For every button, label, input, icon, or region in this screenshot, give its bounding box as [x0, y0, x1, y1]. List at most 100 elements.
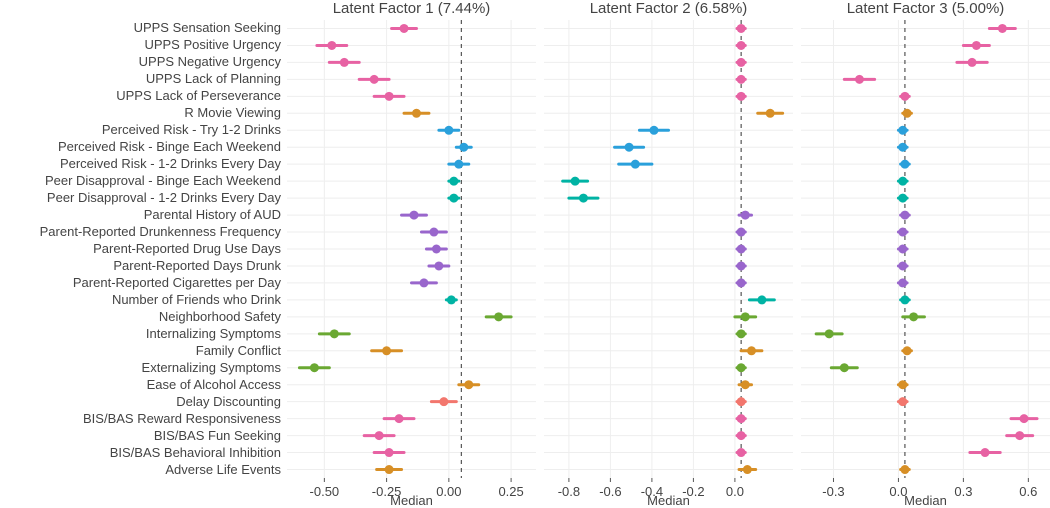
point-marker — [840, 363, 849, 372]
point-marker — [449, 177, 458, 186]
row-label: BIS/BAS Behavioral Inhibition — [0, 445, 281, 460]
point-marker — [855, 75, 864, 84]
row-label: UPPS Lack of Planning — [0, 71, 281, 86]
point-marker — [412, 109, 421, 118]
point-marker — [464, 380, 473, 389]
point-marker — [340, 58, 349, 67]
row-label: BIS/BAS Fun Seeking — [0, 428, 281, 443]
point-marker — [900, 160, 909, 169]
point-marker — [737, 261, 746, 270]
row-label: Family Conflict — [0, 343, 281, 358]
point-marker — [737, 58, 746, 67]
x-tick-label: 0.00 — [436, 484, 461, 499]
point-marker — [571, 177, 580, 186]
point-marker — [737, 92, 746, 101]
point-marker — [825, 329, 834, 338]
x-tick-label: -0.3 — [822, 484, 844, 499]
point-marker — [579, 194, 588, 203]
point-marker — [444, 126, 453, 135]
point-marker — [741, 312, 750, 321]
x-tick-label: -0.50 — [310, 484, 340, 499]
row-label: Neighborhood Safety — [0, 309, 281, 324]
point-marker — [898, 228, 907, 237]
point-marker — [330, 329, 339, 338]
point-marker — [409, 211, 418, 220]
panel-title: Latent Factor 2 (6.58%) — [544, 0, 793, 17]
row-label: UPPS Lack of Perseverance — [0, 88, 281, 103]
point-marker — [981, 448, 990, 457]
point-marker — [429, 228, 438, 237]
row-label: Externalizing Symptoms — [0, 360, 281, 375]
x-tick-label: 0.3 — [954, 484, 972, 499]
point-marker — [439, 397, 448, 406]
row-label: Ease of Alcohol Access — [0, 377, 281, 392]
point-marker — [903, 109, 912, 118]
point-marker — [898, 194, 907, 203]
point-marker — [1015, 431, 1024, 440]
point-marker — [375, 431, 384, 440]
row-label: Internalizing Symptoms — [0, 326, 281, 341]
point-marker — [625, 143, 634, 152]
x-axis-label: Median — [544, 493, 793, 508]
point-marker — [737, 448, 746, 457]
point-marker — [737, 431, 746, 440]
point-marker — [434, 261, 443, 270]
row-label: Parent-Reported Days Drunk — [0, 258, 281, 273]
row-label: Perceived Risk - Binge Each Weekend — [0, 139, 281, 154]
point-marker — [898, 278, 907, 287]
point-marker — [449, 194, 458, 203]
point-marker — [898, 397, 907, 406]
point-marker — [898, 380, 907, 389]
row-label: Perceived Risk - Try 1-2 Drinks — [0, 122, 281, 137]
point-marker — [898, 261, 907, 270]
panel-title: Latent Factor 3 (5.00%) — [801, 0, 1050, 17]
point-marker — [743, 465, 752, 474]
point-marker — [327, 41, 336, 50]
x-tick-label: 0.6 — [1019, 484, 1037, 499]
row-label: UPPS Negative Urgency — [0, 54, 281, 69]
row-label: Parent-Reported Drunkenness Frequency — [0, 224, 281, 239]
row-label: Parent-Reported Cigarettes per Day — [0, 275, 281, 290]
point-marker — [747, 346, 756, 355]
point-marker — [382, 346, 391, 355]
point-marker — [757, 295, 766, 304]
point-marker — [494, 312, 503, 321]
x-tick-label: 0.0 — [889, 484, 907, 499]
point-marker — [447, 295, 456, 304]
point-marker — [737, 75, 746, 84]
row-label: Peer Disapproval - 1-2 Drinks Every Day — [0, 190, 281, 205]
point-marker — [737, 41, 746, 50]
x-tick-label: -0.25 — [372, 484, 402, 499]
point-marker — [900, 295, 909, 304]
x-tick-label: -0.6 — [599, 484, 621, 499]
x-tick-label: 0.25 — [498, 484, 523, 499]
row-label: Perceived Risk - 1-2 Drinks Every Day — [0, 156, 281, 171]
point-marker — [737, 228, 746, 237]
point-marker — [737, 397, 746, 406]
point-marker — [432, 245, 441, 254]
panel-title: Latent Factor 1 (7.44%) — [287, 0, 536, 17]
point-marker — [1020, 414, 1029, 423]
x-tick-label: -0.4 — [641, 484, 663, 499]
point-marker — [898, 143, 907, 152]
point-marker — [737, 24, 746, 33]
point-marker — [454, 160, 463, 169]
point-marker — [741, 211, 750, 220]
row-label: R Movie Viewing — [0, 105, 281, 120]
row-label: Adverse Life Events — [0, 462, 281, 477]
point-marker — [898, 245, 907, 254]
point-marker — [649, 126, 658, 135]
x-tick-label: 0.0 — [726, 484, 744, 499]
point-marker — [998, 24, 1007, 33]
point-marker — [900, 92, 909, 101]
point-marker — [900, 211, 909, 220]
row-label: Peer Disapproval - Binge Each Weekend — [0, 173, 281, 188]
point-marker — [631, 160, 640, 169]
point-marker — [741, 380, 750, 389]
point-marker — [385, 465, 394, 474]
point-marker — [370, 75, 379, 84]
point-marker — [419, 278, 428, 287]
point-marker — [766, 109, 775, 118]
point-marker — [737, 329, 746, 338]
point-marker — [459, 143, 468, 152]
